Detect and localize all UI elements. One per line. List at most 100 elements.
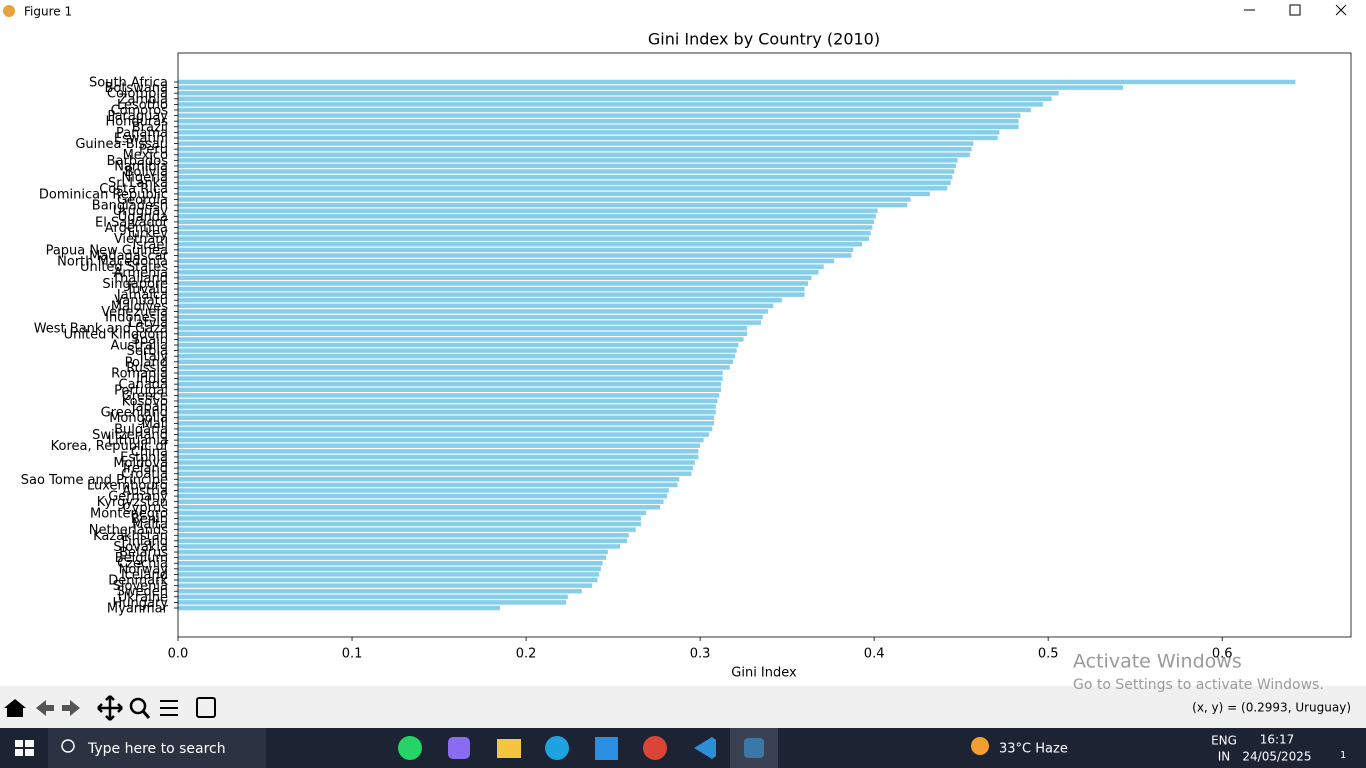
y-tick-label: Comoros (111, 103, 169, 118)
y-tick-label: Sao Tome and Principe (21, 473, 168, 488)
bar (178, 141, 974, 146)
y-tick-label: Mali (142, 417, 168, 432)
bar (178, 387, 721, 393)
bar (178, 180, 951, 185)
y-tick-label: Jamaica (116, 288, 168, 303)
search-box[interactable] (48, 728, 266, 768)
y-tick-label: Bulgaria (114, 422, 168, 437)
maximize[interactable] (1289, 4, 1301, 16)
y-tick-label: Benin (131, 512, 168, 527)
bar (178, 230, 871, 236)
store[interactable] (595, 737, 618, 760)
bar (178, 432, 709, 437)
y-tick-label: Myanmar (107, 602, 169, 617)
lang: ENG (1211, 734, 1237, 748)
chrome[interactable] (643, 736, 667, 760)
close[interactable] (1335, 4, 1347, 16)
zoom-button[interactable] (129, 697, 147, 715)
y-tick-label: Eswatini (114, 131, 168, 146)
bar (178, 258, 835, 264)
y-tick-label: Switzerland (92, 428, 168, 443)
copilot[interactable] (448, 737, 470, 759)
y-tick-label: Ireland (123, 462, 168, 477)
bar (178, 309, 768, 314)
bar (178, 505, 661, 510)
bar (178, 600, 567, 605)
y-tick-label: Costa Rica (99, 182, 168, 197)
bar (178, 348, 737, 353)
y-tick-label: Japan (131, 400, 168, 415)
chart: Gini Index by Country (2010) Gini Index … (21, 30, 1352, 681)
y-tick-label: Nigeria (121, 171, 168, 186)
y-tick-label: Montenegro (90, 506, 168, 521)
y-tick-label: Madagascar (89, 249, 169, 264)
y-tick-label: West Bank and Gaza (34, 322, 168, 337)
bar (178, 477, 680, 482)
forward-button[interactable] (62, 700, 80, 716)
clock-date: 24/05/2025 (1242, 750, 1311, 764)
y-tick-label: Belgium (115, 551, 168, 566)
bar (178, 337, 744, 342)
pan-button[interactable] (97, 695, 123, 721)
save-button[interactable] (196, 697, 216, 718)
bar (178, 533, 629, 538)
bar (178, 102, 1043, 107)
bar (178, 471, 692, 476)
vscode[interactable] (694, 737, 716, 759)
explorer[interactable] (497, 739, 521, 758)
bar (178, 460, 695, 465)
bar (178, 510, 647, 516)
bar (178, 146, 972, 152)
bar (178, 186, 948, 191)
y-tick-label: Portugal (114, 383, 168, 398)
y-tick-label: Hungary (112, 596, 168, 611)
y-tick-label: China (131, 445, 168, 460)
y-tick-label: Germany (108, 490, 168, 505)
search-placeholder: Type here to search (87, 741, 226, 757)
y-tick-label: Indonesia (105, 311, 168, 326)
x-tick-label: 0.6 (1212, 647, 1233, 662)
y-tick-label: Czechia (117, 557, 168, 572)
y-tick-label: Sweden (117, 585, 168, 600)
bar (178, 454, 699, 460)
bar (178, 376, 723, 381)
y-tick-label: Lithuania (108, 434, 168, 449)
bar (178, 320, 762, 325)
edge[interactable] (545, 736, 569, 760)
configure-button[interactable] (160, 700, 178, 716)
bar (178, 353, 735, 359)
bar (178, 286, 805, 292)
y-tick-label: Iceland (121, 568, 168, 583)
bar (178, 124, 1019, 130)
bar (178, 421, 715, 426)
bar (178, 443, 701, 448)
notification-count: 1 (1340, 750, 1346, 761)
y-tick-label: Tuvalu (125, 283, 168, 298)
bar (178, 85, 1124, 90)
back-button[interactable] (36, 700, 54, 716)
bar (178, 521, 641, 527)
y-tick-label: Denmark (108, 574, 168, 589)
bar (178, 365, 730, 370)
home-button[interactable] (4, 699, 26, 717)
watermark-subtitle: Go to Settings to activate Windows. (1073, 677, 1324, 693)
y-tick-label: Poland (125, 355, 168, 370)
y-tick-label: Peru (139, 143, 168, 158)
bar (178, 572, 600, 577)
window-title: Figure 1 (24, 5, 72, 19)
bar (178, 381, 721, 387)
y-tick-label: Paraguay (107, 109, 168, 124)
bar (178, 107, 1031, 113)
bar (178, 538, 628, 544)
y-tick-label: Luxembourg (87, 478, 168, 493)
x-tick-label: 0.5 (1038, 647, 1059, 662)
whatsapp[interactable] (398, 736, 422, 760)
weather: 33°C Haze (999, 742, 1068, 757)
x-tick-label: 0.3 (690, 647, 711, 662)
y-tick-label: Norway (119, 562, 169, 577)
app-icon (3, 5, 15, 17)
bar (178, 79, 1296, 85)
y-tick-label: South Africa (89, 76, 168, 91)
start-button[interactable] (15, 740, 34, 756)
